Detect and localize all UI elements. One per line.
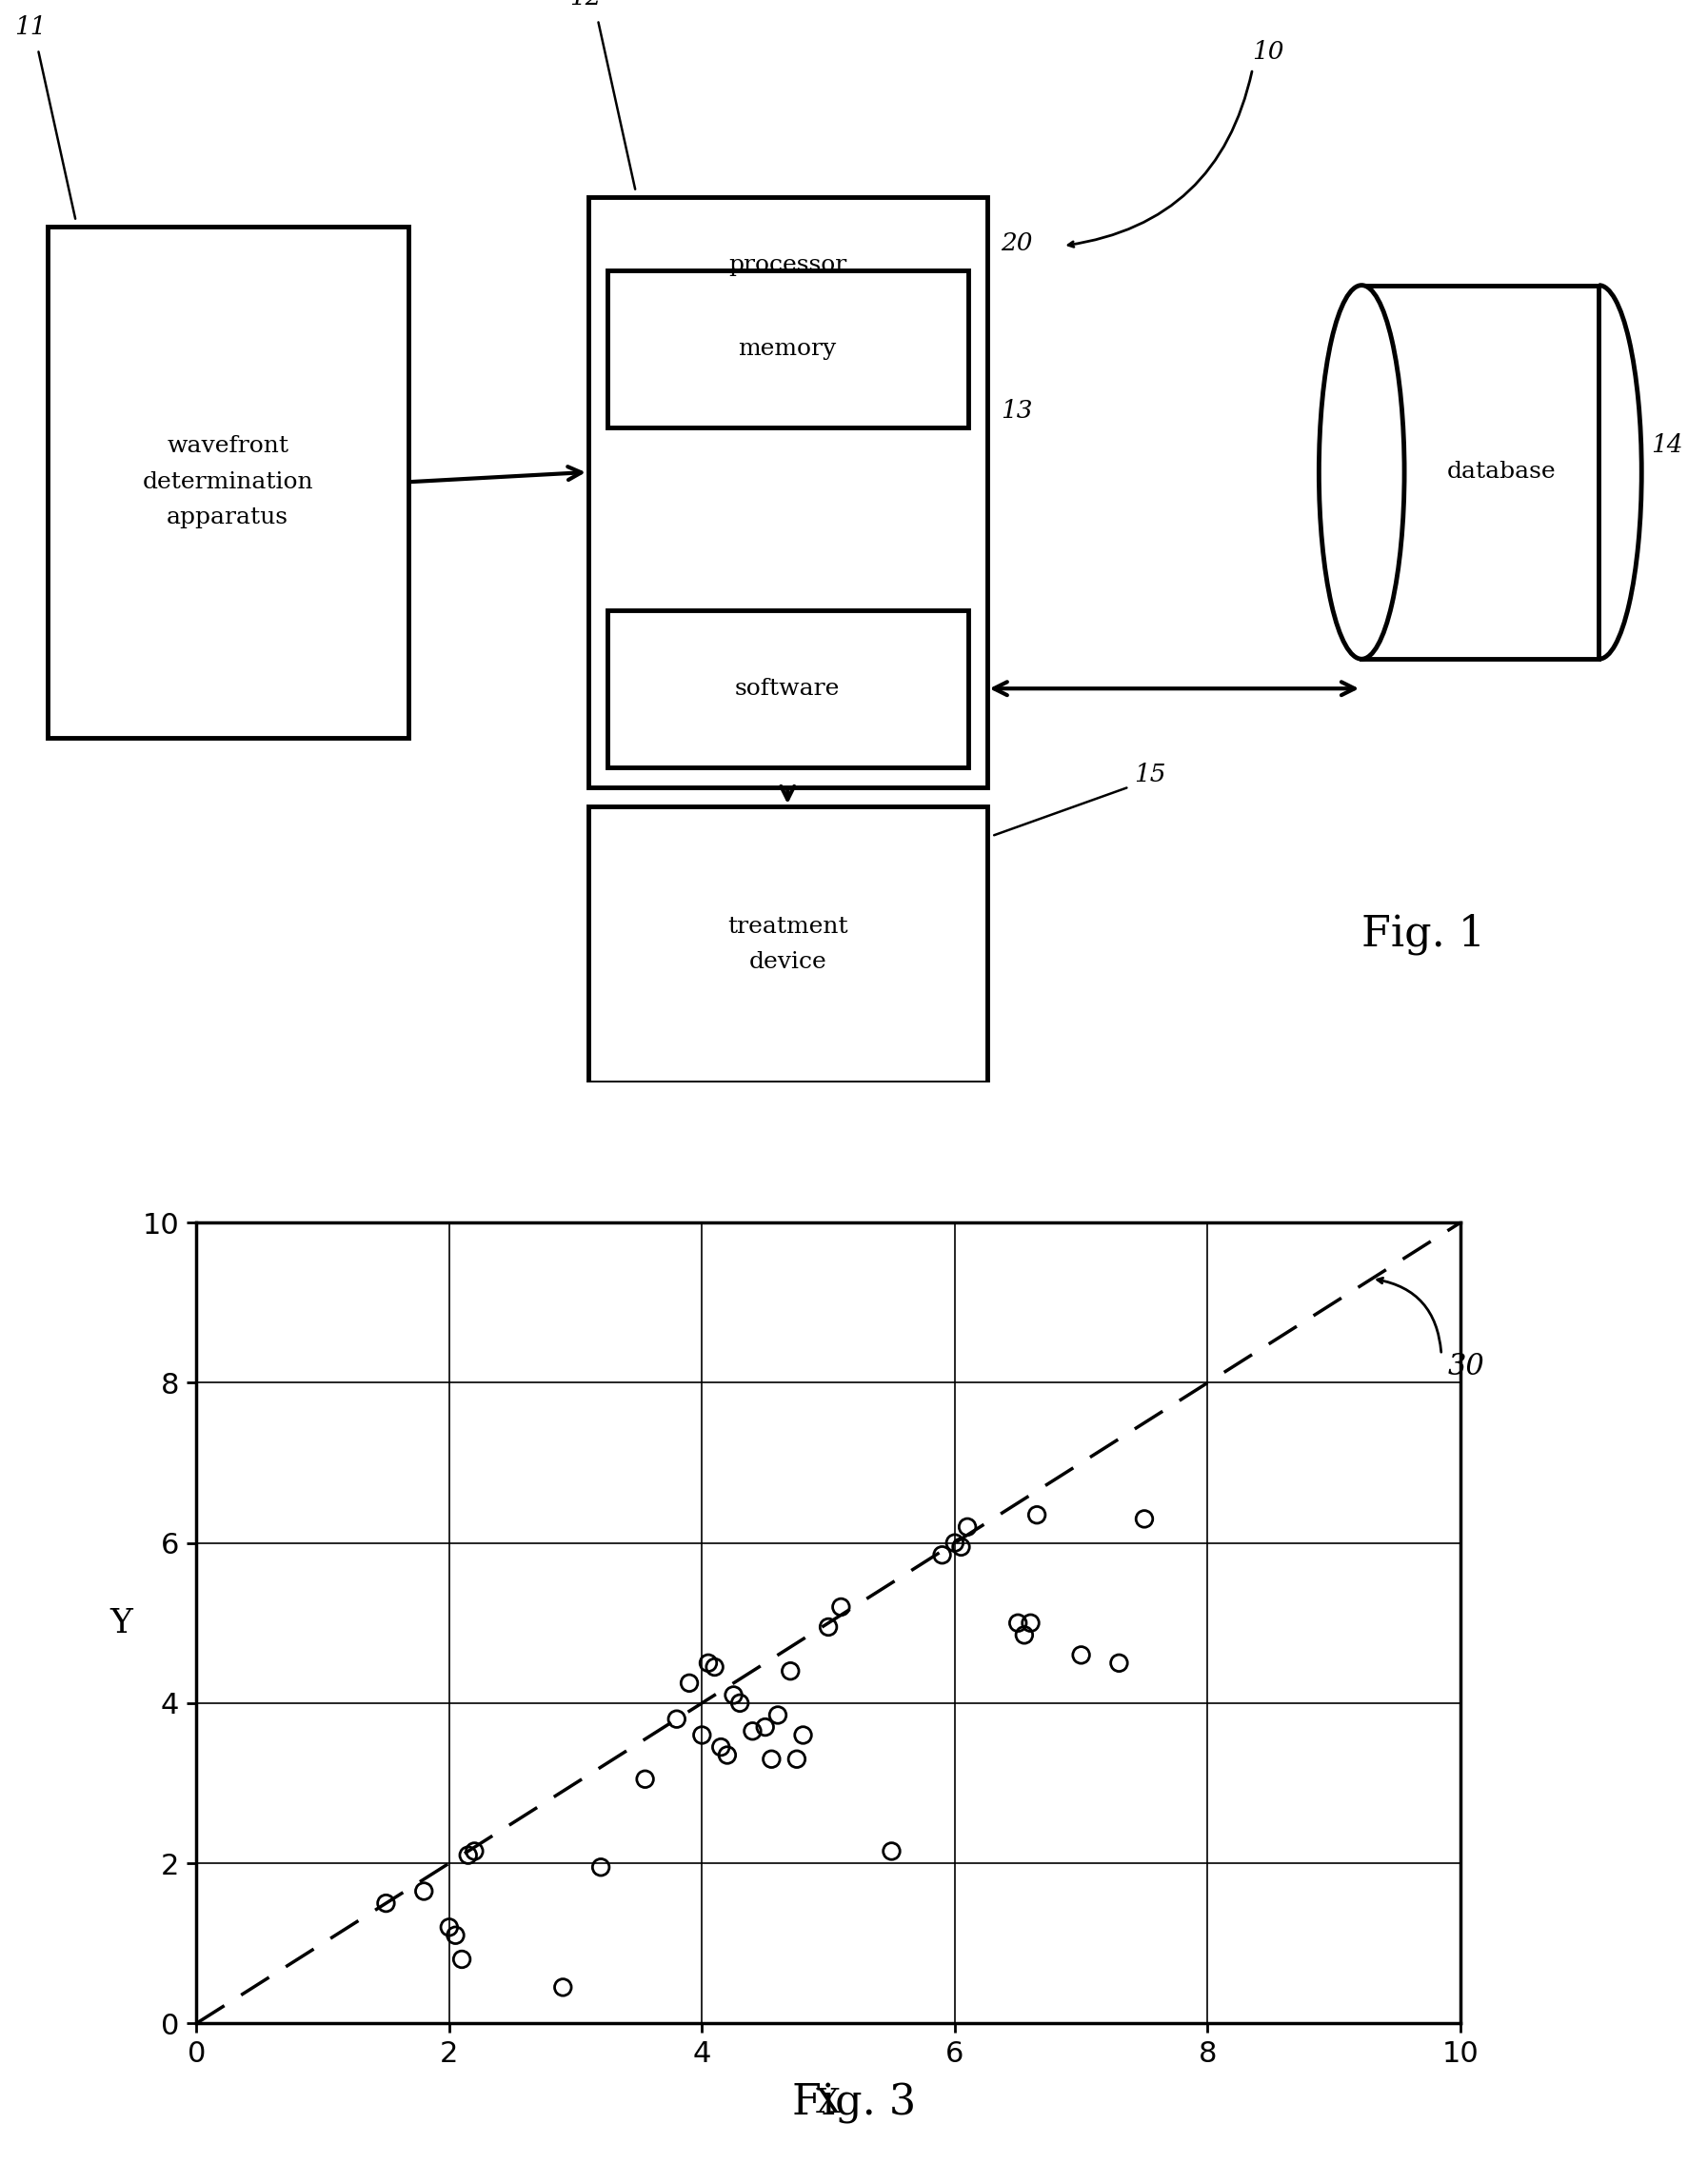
Text: 20: 20 xyxy=(1001,232,1033,255)
Point xyxy=(688,1718,716,1753)
Text: treatment
device: treatment device xyxy=(728,915,847,974)
Point xyxy=(929,1539,956,1573)
Text: 15: 15 xyxy=(1134,764,1167,788)
Ellipse shape xyxy=(1319,286,1404,660)
Point xyxy=(663,1701,690,1736)
Point xyxy=(410,1874,437,1909)
Point xyxy=(726,1686,753,1720)
Point xyxy=(447,1941,475,1976)
Bar xyxy=(608,610,968,768)
Point xyxy=(740,1714,767,1749)
Bar xyxy=(588,807,987,1082)
Text: 11: 11 xyxy=(14,15,46,39)
Point xyxy=(758,1742,786,1777)
Point xyxy=(827,1591,854,1625)
Point xyxy=(721,1677,748,1712)
Point xyxy=(714,1738,741,1772)
Text: database: database xyxy=(1447,461,1556,483)
Point xyxy=(752,1710,779,1744)
Point xyxy=(777,1653,804,1688)
Text: 12: 12 xyxy=(569,0,601,9)
Point xyxy=(953,1510,980,1545)
Point xyxy=(789,1718,816,1753)
Text: memory: memory xyxy=(738,338,837,359)
Text: 30: 30 xyxy=(1448,1352,1484,1381)
Text: software: software xyxy=(734,677,840,699)
Point xyxy=(372,1885,400,1922)
Point xyxy=(588,1850,615,1885)
Text: 14: 14 xyxy=(1652,433,1682,457)
Point xyxy=(695,1645,722,1679)
Bar xyxy=(48,227,408,738)
Point xyxy=(707,1729,734,1764)
Text: wavefront
determination
apparatus: wavefront determination apparatus xyxy=(142,435,313,528)
Point xyxy=(948,1530,975,1565)
Point xyxy=(550,1969,577,2004)
Point xyxy=(941,1526,968,1560)
Point xyxy=(1068,1638,1095,1673)
Text: processor: processor xyxy=(728,255,847,277)
Point xyxy=(700,1649,728,1684)
Point xyxy=(815,1610,842,1645)
Point xyxy=(461,1833,488,1868)
Bar xyxy=(608,270,968,428)
Bar xyxy=(1361,286,1599,660)
Point xyxy=(442,1917,470,1952)
Point xyxy=(1105,1645,1132,1679)
Text: 13: 13 xyxy=(1001,398,1033,422)
Point xyxy=(782,1742,811,1777)
Point xyxy=(632,1761,659,1796)
Point xyxy=(1023,1497,1050,1532)
X-axis label: X: X xyxy=(816,2086,840,2119)
Y-axis label: Y: Y xyxy=(109,1608,133,1638)
Point xyxy=(676,1666,704,1701)
Point xyxy=(763,1699,791,1733)
Point xyxy=(436,1911,463,1945)
Point xyxy=(1131,1502,1158,1536)
Text: Fig. 3: Fig. 3 xyxy=(793,2084,915,2123)
Bar xyxy=(588,197,987,788)
Point xyxy=(1004,1606,1032,1640)
Point xyxy=(1011,1619,1038,1653)
Point xyxy=(1016,1606,1044,1640)
Point xyxy=(454,1837,482,1872)
Point xyxy=(878,1833,905,1868)
Text: Fig. 1: Fig. 1 xyxy=(1361,913,1486,954)
Text: 10: 10 xyxy=(1252,39,1284,63)
